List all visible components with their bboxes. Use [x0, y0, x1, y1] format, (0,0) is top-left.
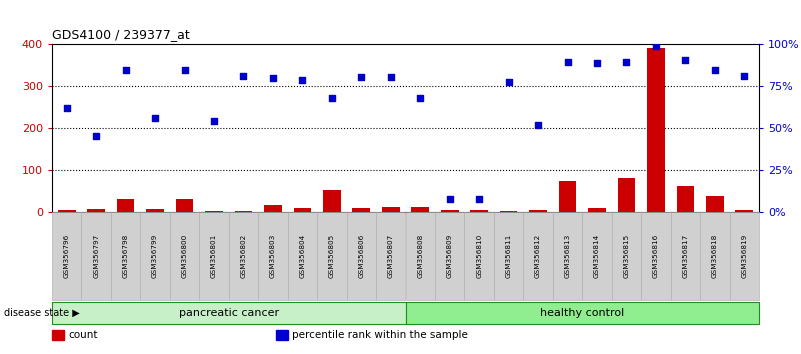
Text: GSM356814: GSM356814: [594, 234, 600, 278]
Bar: [235, 211, 252, 212]
Text: healthy control: healthy control: [540, 308, 624, 318]
Point: [237, 73, 250, 78]
Point: [119, 68, 132, 73]
Bar: [647, 48, 665, 212]
Text: GSM356811: GSM356811: [505, 234, 512, 278]
Text: GSM356817: GSM356817: [682, 234, 688, 278]
Text: GSM356797: GSM356797: [93, 234, 99, 278]
Point: [149, 115, 162, 120]
Point: [296, 77, 309, 82]
Point: [502, 79, 515, 85]
Bar: [323, 190, 340, 212]
Bar: [500, 211, 517, 212]
Text: GSM356815: GSM356815: [623, 234, 630, 278]
Point: [532, 122, 545, 128]
Point: [738, 73, 751, 78]
Point: [650, 43, 662, 48]
Bar: [412, 206, 429, 212]
Bar: [87, 209, 105, 212]
Point: [384, 74, 397, 80]
Point: [679, 57, 692, 63]
Text: GSM356807: GSM356807: [388, 234, 394, 278]
Point: [590, 60, 603, 66]
Bar: [470, 210, 488, 212]
Text: GSM356801: GSM356801: [211, 234, 217, 278]
Text: GSM356796: GSM356796: [64, 234, 70, 278]
Point: [708, 68, 721, 73]
Text: GSM356812: GSM356812: [535, 234, 541, 278]
Point: [620, 59, 633, 64]
Text: GSM356816: GSM356816: [653, 234, 659, 278]
Text: GSM356800: GSM356800: [182, 234, 187, 278]
Bar: [205, 211, 223, 212]
Text: GSM356798: GSM356798: [123, 234, 129, 278]
Point: [90, 133, 103, 139]
Bar: [264, 205, 282, 212]
Bar: [677, 186, 694, 212]
Point: [473, 196, 485, 202]
Point: [355, 74, 368, 80]
Bar: [529, 210, 547, 212]
Point: [562, 59, 574, 64]
Bar: [293, 208, 312, 212]
Text: count: count: [68, 330, 98, 339]
Bar: [117, 199, 135, 212]
Bar: [382, 206, 400, 212]
Bar: [352, 208, 370, 212]
Text: GSM356803: GSM356803: [270, 234, 276, 278]
Text: GSM356813: GSM356813: [565, 234, 570, 278]
Point: [267, 75, 280, 80]
Point: [207, 118, 220, 124]
Text: GSM356799: GSM356799: [152, 234, 158, 278]
Text: GSM356802: GSM356802: [240, 234, 247, 278]
Text: GSM356804: GSM356804: [300, 234, 305, 278]
Text: disease state ▶: disease state ▶: [4, 308, 80, 318]
Text: GSM356806: GSM356806: [358, 234, 364, 278]
Bar: [735, 210, 753, 212]
Text: GSM356809: GSM356809: [447, 234, 453, 278]
Point: [414, 95, 427, 101]
Bar: [175, 199, 193, 212]
Bar: [706, 196, 723, 212]
Text: GSM356810: GSM356810: [476, 234, 482, 278]
Text: GSM356818: GSM356818: [712, 234, 718, 278]
Point: [325, 95, 338, 101]
Point: [60, 105, 73, 111]
Bar: [588, 208, 606, 212]
Bar: [618, 178, 635, 212]
Bar: [147, 209, 164, 212]
Text: pancreatic cancer: pancreatic cancer: [179, 308, 279, 318]
Bar: [558, 181, 577, 212]
Point: [178, 68, 191, 73]
Text: GDS4100 / 239377_at: GDS4100 / 239377_at: [52, 28, 190, 41]
Text: GSM356819: GSM356819: [741, 234, 747, 278]
Point: [443, 196, 456, 202]
Text: GSM356805: GSM356805: [329, 234, 335, 278]
Text: GSM356808: GSM356808: [417, 234, 423, 278]
Bar: [58, 210, 75, 212]
Bar: [441, 210, 458, 212]
Text: percentile rank within the sample: percentile rank within the sample: [292, 330, 468, 339]
